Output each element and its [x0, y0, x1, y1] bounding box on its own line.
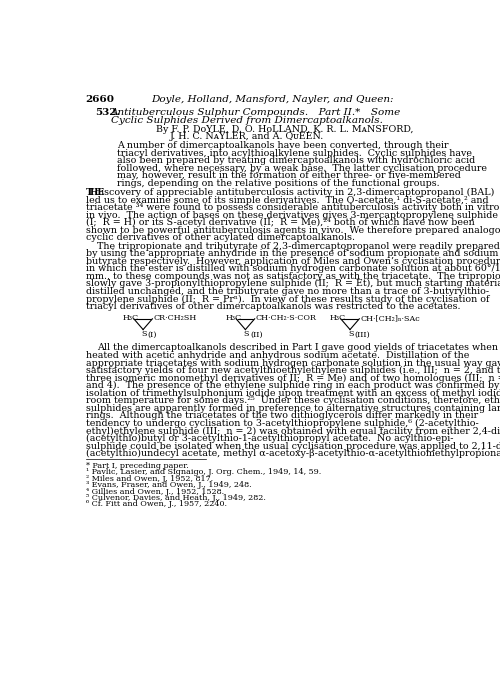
Text: ² Miles and Owen, J. 1952, 817.: ² Miles and Owen, J. 1952, 817.: [86, 475, 213, 483]
Text: H₃C: H₃C: [225, 314, 242, 322]
Text: (acetylthio)butyl or 3-acetylthio-1-acetylthiopropyl acetate.  No acylthio-epi-: (acetylthio)butyl or 3-acetylthio-1-acet…: [86, 434, 453, 443]
Text: satisfactory yields of four new acetylthioethylethylene sulphides (i.e., III;  n: satisfactory yields of four new acetylth…: [86, 366, 500, 375]
Text: distilled unchanged, and the tributyrate gave no more than a trace of 3-butyrylt: distilled unchanged, and the tributyrate…: [86, 287, 489, 296]
Text: sulphide could be isolated when the usual cyclisation procedure was applied to 2: sulphide could be isolated when the usua…: [86, 441, 500, 451]
Text: ⁵ Culvenor, Davies, and Heath, J., 1949, 282.: ⁵ Culvenor, Davies, and Heath, J., 1949,…: [86, 494, 266, 502]
Text: A number of dimercaptoalkanols have been converted, through their: A number of dimercaptoalkanols have been…: [117, 141, 448, 150]
Text: (III): (III): [354, 331, 370, 338]
Text: and 4).  The presence of the ethylene sulphide ring in each product was confirme: and 4). The presence of the ethylene sul…: [86, 381, 500, 390]
Text: (II): (II): [250, 331, 262, 338]
Text: rings.  Although the triacetates of the two dithioglycerols differ markedly in t: rings. Although the triacetates of the t…: [86, 411, 478, 420]
Text: ethyl)ethylene sulphide (III;  n = 2) was obtained with equal facility from eith: ethyl)ethylene sulphide (III; n = 2) was…: [86, 426, 500, 435]
Text: triacyl derivatives of other dimercaptoalkanols was restricted to the acetates.: triacyl derivatives of other dimercaptoa…: [86, 302, 460, 311]
Text: The tripropionate and tributyrate of 2,3-dimercaptopropanol were readily prepare: The tripropionate and tributyrate of 2,3…: [96, 242, 500, 251]
Text: also been prepared by treating dimercaptoalkanols with hydrochloric acid: also been prepared by treating dimercapt…: [117, 156, 475, 165]
Text: propylene sulphide (II;  R = Prⁿ).  In view of these results study of the cyclis: propylene sulphide (II; R = Prⁿ). In vie…: [86, 295, 489, 304]
Text: H₃C: H₃C: [330, 314, 346, 322]
Text: Doyle, Holland, Mansford, Nayler, and Queen:: Doyle, Holland, Mansford, Nayler, and Qu…: [152, 95, 394, 105]
Text: S: S: [244, 331, 250, 338]
Text: CH·[CH₂]ₙ·SAc: CH·[CH₂]ₙ·SAc: [360, 314, 420, 322]
Text: rings, depending on the relative positions of the functional groups.: rings, depending on the relative positio…: [117, 179, 440, 188]
Text: ³ Evans, Fraser, and Owen, J., 1949, 248.: ³ Evans, Fraser, and Owen, J., 1949, 248…: [86, 481, 252, 489]
Text: sulphides are apparently formed in preference to alternative structures containi: sulphides are apparently formed in prefe…: [86, 404, 500, 413]
Text: Cyclic Sulphides Derived from Dimercaptoalkanols.: Cyclic Sulphides Derived from Dimercapto…: [110, 116, 382, 125]
Text: * Part I, preceding paper.: * Part I, preceding paper.: [86, 462, 188, 470]
Text: room temperature for some days.²⁵  Under these cyclisation conditions, therefore: room temperature for some days.²⁵ Under …: [86, 397, 500, 405]
Text: ¹ Pavlic, Lasier, and Signaigo, J. Org. Chem., 1949, 14, 59.: ¹ Pavlic, Lasier, and Signaigo, J. Org. …: [86, 469, 321, 477]
Text: heated with acetic anhydride and anhydrous sodium acetate.  Distillation of the: heated with acetic anhydride and anhydro…: [86, 351, 469, 360]
Text: (acetylthio)undecyl acetate, methyl α-acetoxy-β-acetylthio-α-acetylthiomethylpro: (acetylthio)undecyl acetate, methyl α-ac…: [86, 449, 500, 458]
Text: mm., to these compounds was not as satisfactory as with the triacetate.  The tri: mm., to these compounds was not as satis…: [86, 272, 500, 281]
Text: (I;  R = H) or its S-acetyl derivative (II;  R = Me),²⁴ both of which have now b: (I; R = H) or its S-acetyl derivative (I…: [86, 218, 474, 227]
Text: led us to examine some of its simple derivatives.  The O-acetate,¹ di-S-acetate,: led us to examine some of its simple der…: [86, 196, 488, 204]
Text: T: T: [86, 188, 93, 197]
Text: 532.: 532.: [95, 108, 120, 117]
Text: in vivo.  The action of bases on these derivatives gives 3-mercaptopropylene sul: in vivo. The action of bases on these de…: [86, 210, 498, 220]
Text: slowly gave 3-propionylthiopropylene sulphide (II;  R = Et), but much starting m: slowly gave 3-propionylthiopropylene sul…: [86, 279, 500, 289]
Text: 2660: 2660: [86, 95, 115, 105]
Text: tendency to undergo cyclisation to 3-acetylthiopropylene sulphide,⁶ (2-acetylthi: tendency to undergo cyclisation to 3-ace…: [86, 419, 478, 428]
Text: followed, where necessary, by a weak base.  The latter cyclisation procedure: followed, where necessary, by a weak bas…: [117, 164, 487, 173]
Text: cyclic derivatives of other acylated dimercaptoalkanols.: cyclic derivatives of other acylated dim…: [86, 234, 355, 242]
Text: CR·CH₂SH: CR·CH₂SH: [153, 314, 196, 322]
Text: H₃C: H₃C: [123, 314, 139, 322]
Text: three isomeric monomethyl derivatives of II;  R = Me) and of two homologues (III: three isomeric monomethyl derivatives of…: [86, 373, 500, 383]
Text: (I): (I): [148, 331, 157, 338]
Text: butyrate respectively.  However, application of Miles and Owen’s cyclisation pro: butyrate respectively. However, applicat…: [86, 257, 500, 265]
Text: HE: HE: [89, 188, 104, 197]
Text: in which the ester is distilled with sodium hydrogen carbonate solution at about: in which the ester is distilled with sod…: [86, 264, 500, 273]
Text: discovery of appreciable antituberculosis activity in 2,3-dimercaptopropanol (BA: discovery of appreciable antituberculosi…: [95, 188, 494, 197]
Text: triacyl derivatives, into acylthioalkylene sulphides.  Cyclic sulphides have: triacyl derivatives, into acylthioalkyle…: [117, 149, 472, 158]
Text: ⁶ Cf. Fitt and Owen, J., 1957, 2240.: ⁶ Cf. Fitt and Owen, J., 1957, 2240.: [86, 500, 227, 509]
Text: CH·CH₂·S·COR: CH·CH₂·S·COR: [256, 314, 316, 322]
Text: triacetate ³⁴ were found to possess considerable antituberculosis activity both : triacetate ³⁴ were found to possess cons…: [86, 203, 500, 212]
Text: J. H. C. NᴀYLER, and A. QᴜEEN.: J. H. C. NᴀYLER, and A. QᴜEEN.: [170, 132, 324, 141]
Text: Antituberculous Sulphur Compounds.  Part II.*  Some: Antituberculous Sulphur Compounds. Part …: [110, 108, 401, 117]
Text: by using the appropriate anhydride in the presence of sodium propionate and sodi: by using the appropriate anhydride in th…: [86, 249, 498, 258]
Text: All the dimercaptoalkanols described in Part I gave good yields of triacetates w: All the dimercaptoalkanols described in …: [96, 344, 498, 352]
Text: may, however, result in the formation of either three- or five-membered: may, however, result in the formation of…: [117, 171, 460, 181]
Text: S: S: [142, 331, 147, 338]
Text: appropriate triacetates with sodium hydrogen carbonate solution in the usual way: appropriate triacetates with sodium hydr…: [86, 359, 500, 367]
Text: isolation of trimethylsulphonium iodide upon treatment with an excess of methyl : isolation of trimethylsulphonium iodide …: [86, 388, 500, 398]
Text: S: S: [348, 331, 354, 338]
Text: ⁴ Gillies and Owen, J., 1952, 1528.: ⁴ Gillies and Owen, J., 1952, 1528.: [86, 488, 224, 496]
Text: shown to be powerful antituberculosis agents in vivo.  We therefore prepared ana: shown to be powerful antituberculosis ag…: [86, 226, 500, 235]
Text: By F. P. DᴏYLE, D. O. HᴏLLAND, K. R. L. MᴀNSFORD,: By F. P. DᴏYLE, D. O. HᴏLLAND, K. R. L. …: [156, 125, 413, 134]
